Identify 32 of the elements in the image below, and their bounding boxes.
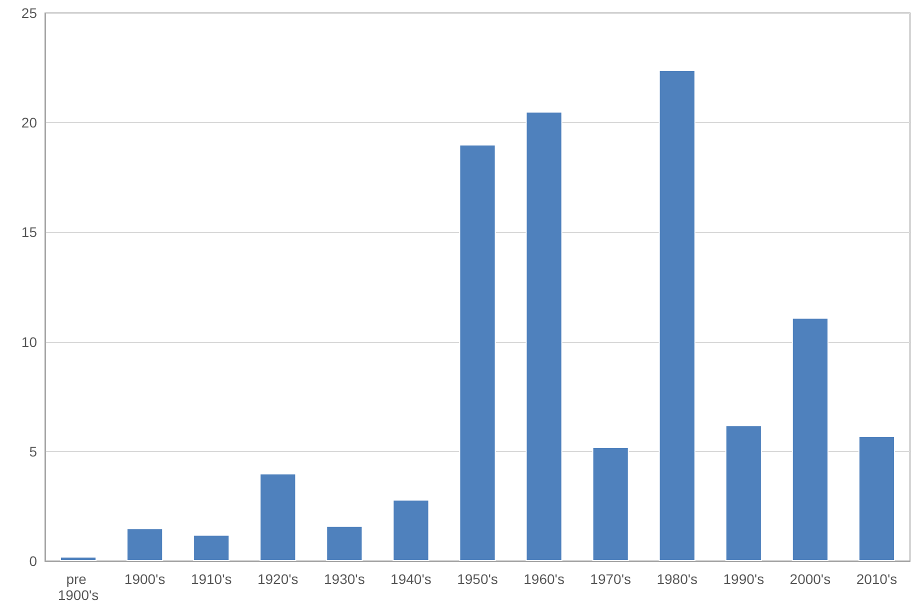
bar	[725, 425, 762, 561]
bar	[326, 526, 363, 561]
bar	[592, 447, 629, 561]
bar	[459, 144, 496, 561]
bar	[858, 436, 896, 561]
bar	[60, 556, 97, 561]
bar	[126, 528, 164, 561]
y-tick-label: 5	[29, 443, 38, 460]
x-tick-label: 1980's	[656, 571, 698, 587]
x-tick-label: 1900's	[124, 571, 166, 587]
x-tick-label: 1920's	[257, 571, 298, 587]
y-tick-label: 10	[21, 334, 38, 350]
bar	[392, 500, 430, 561]
bar	[526, 112, 562, 561]
y-tick-label: 15	[21, 224, 38, 240]
x-tick-label: 2000's	[790, 571, 831, 587]
bar	[260, 473, 296, 561]
x-tick-label: 1940's	[390, 571, 432, 587]
y-tick-label: 25	[21, 5, 38, 21]
bar	[792, 318, 828, 561]
bar	[658, 70, 696, 561]
x-tick-label: 1960's	[524, 571, 564, 587]
x-tick-label: 1970's	[590, 571, 631, 587]
x-tick-label: 1950's	[457, 571, 498, 587]
x-tick-label: 1910's	[190, 571, 232, 587]
x-tick-label: pre 1900's	[58, 571, 99, 603]
y-tick-label: 0	[29, 553, 38, 569]
bar	[193, 534, 230, 561]
x-tick-label: 1930's	[324, 571, 365, 587]
x-tick-label: 2010's	[856, 571, 898, 587]
x-tick-label: 1990's	[723, 571, 764, 587]
y-tick-label: 20	[21, 114, 38, 131]
